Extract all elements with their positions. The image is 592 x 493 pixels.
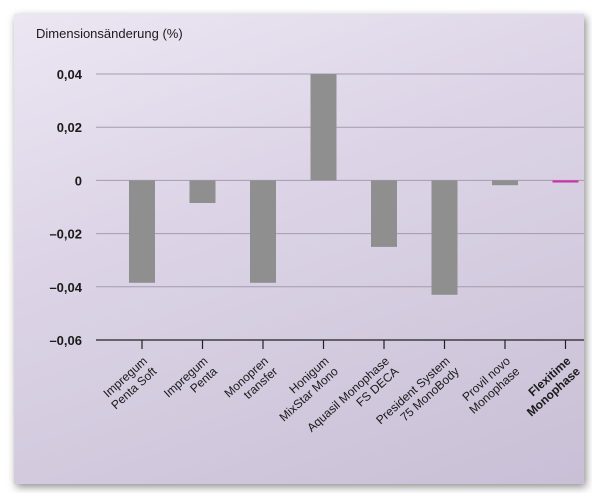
y-tick-label: –0,04 — [49, 280, 82, 295]
bar — [129, 180, 155, 283]
bar — [431, 180, 458, 295]
bar-chart: Dimensionsänderung (%) 0,04 0,02 0 –0,02 –0,0… — [36, 26, 584, 435]
bar — [492, 180, 518, 186]
x-tick-label: ImpregumPenta Soft — [99, 353, 160, 412]
x-tick-label: Provil novoMonophase — [457, 354, 523, 417]
y-axis-title: Dimensionsänderung (%) — [36, 26, 183, 41]
chart-frame: Dimensionsänderung (%) 0,04 0,02 0 –0,02 –0,0… — [14, 14, 584, 484]
x-tick-label: ImpregumPenta — [161, 354, 220, 411]
bar — [310, 74, 337, 181]
y-tick-label: 0,02 — [57, 120, 82, 135]
x-tick-label: Monoprentransfer — [221, 354, 280, 411]
y-tick-label: –0,06 — [49, 333, 82, 348]
bar — [250, 180, 276, 283]
bar — [189, 180, 216, 204]
y-tick-label: 0,04 — [57, 67, 83, 82]
y-tick-label: 0 — [75, 173, 82, 188]
x-tick-label: FlexitimeMonophase — [515, 354, 584, 420]
bar — [371, 180, 397, 247]
y-tick-label: –0,02 — [49, 227, 82, 242]
bar — [552, 180, 579, 183]
